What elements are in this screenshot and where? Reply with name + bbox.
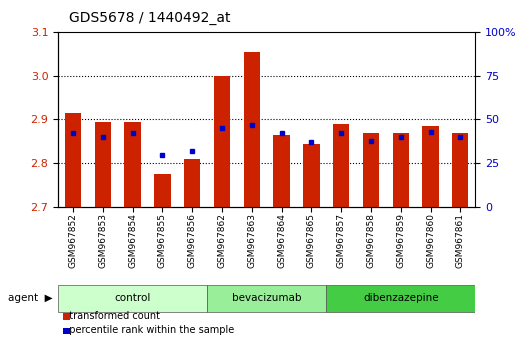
Text: transformed count: transformed count bbox=[63, 311, 161, 321]
Text: control: control bbox=[115, 293, 151, 303]
Bar bbox=[184, 159, 200, 207]
Text: bevacizumab: bevacizumab bbox=[232, 293, 301, 303]
Bar bbox=[65, 113, 81, 207]
Text: agent  ▶: agent ▶ bbox=[8, 293, 53, 303]
Bar bbox=[125, 122, 141, 207]
FancyBboxPatch shape bbox=[326, 285, 475, 312]
Bar bbox=[422, 126, 439, 207]
FancyBboxPatch shape bbox=[58, 285, 207, 312]
Bar bbox=[363, 133, 379, 207]
Bar bbox=[333, 124, 350, 207]
Bar bbox=[154, 174, 171, 207]
Bar bbox=[274, 135, 290, 207]
FancyBboxPatch shape bbox=[207, 285, 326, 312]
Text: GDS5678 / 1440492_at: GDS5678 / 1440492_at bbox=[69, 11, 230, 25]
Bar bbox=[452, 133, 468, 207]
Text: dibenzazepine: dibenzazepine bbox=[363, 293, 439, 303]
Bar bbox=[214, 76, 230, 207]
Bar bbox=[392, 133, 409, 207]
Bar bbox=[243, 52, 260, 207]
Bar bbox=[95, 122, 111, 207]
Text: percentile rank within the sample: percentile rank within the sample bbox=[63, 325, 234, 336]
Bar bbox=[303, 144, 319, 207]
